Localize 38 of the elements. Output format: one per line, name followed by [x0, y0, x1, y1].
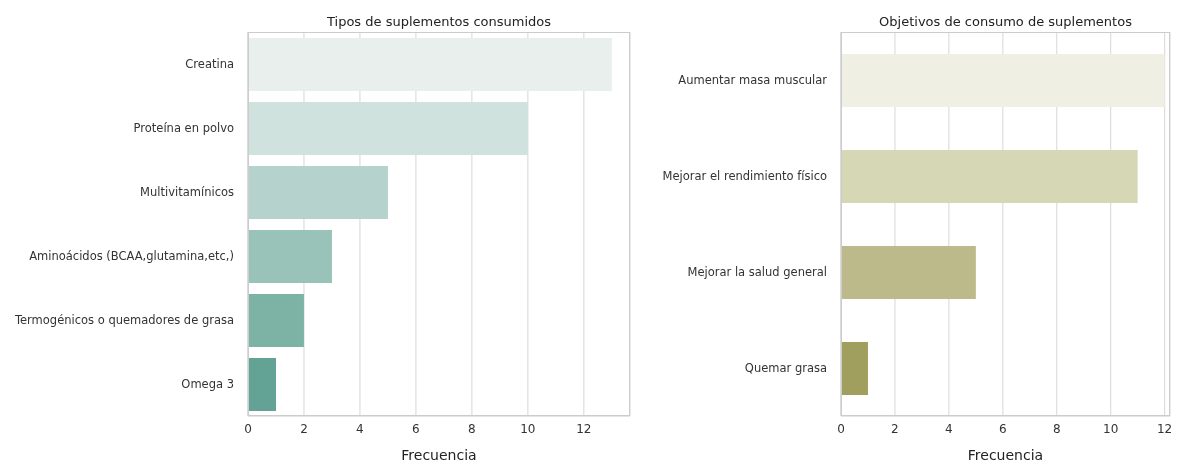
bar: [248, 230, 332, 283]
x-tick-label: 4: [356, 421, 364, 436]
x-tick-label: 0: [837, 421, 845, 436]
y-tick-label: Creatina: [185, 57, 234, 71]
y-tick-label: Aminoácidos (BCAA,glutamina,etc,): [29, 249, 234, 263]
bar: [248, 294, 304, 347]
x-tick-label: 12: [576, 421, 592, 436]
bar: [248, 358, 276, 411]
bar: [248, 102, 528, 155]
bar: [841, 150, 1138, 203]
y-tick-label: Multivitamínicos: [140, 185, 234, 199]
chart-title: Objetivos de consumo de suplementos: [878, 14, 1133, 29]
x-tick-label: 6: [412, 421, 420, 436]
x-tick-label: 0: [244, 421, 252, 436]
y-tick-label: Mejorar el rendimiento físico: [662, 169, 827, 183]
x-tick-label: 8: [468, 421, 476, 436]
x-tick-label: 2: [891, 421, 899, 436]
bar: [248, 166, 388, 219]
chart-title: Tipos de suplementos consumidos: [326, 14, 552, 29]
x-axis-title: Frecuencia: [401, 447, 477, 463]
x-tick-label: 4: [945, 421, 953, 436]
y-tick-label: Quemar grasa: [744, 361, 827, 375]
y-tick-label: Omega 3: [181, 377, 234, 391]
y-tick-label: Mejorar la salud general: [687, 265, 827, 279]
bar: [841, 342, 868, 395]
y-tick-label: Termogénicos o quemadores de grasa: [13, 313, 234, 327]
y-tick-label: Proteína en polvo: [133, 121, 234, 135]
x-tick-label: 10: [1103, 421, 1119, 436]
y-tick-label: Aumentar masa muscular: [678, 73, 828, 87]
x-tick-label: 12: [1156, 421, 1173, 436]
x-tick-label: 10: [520, 421, 536, 436]
x-axis-title: Frecuencia: [967, 447, 1044, 463]
bar: [841, 246, 976, 299]
x-tick-label: 6: [998, 421, 1007, 436]
bar: [248, 38, 612, 91]
x-tick-label: 2: [300, 421, 308, 436]
bar: [841, 54, 1165, 107]
x-tick-label: 8: [1052, 421, 1061, 436]
